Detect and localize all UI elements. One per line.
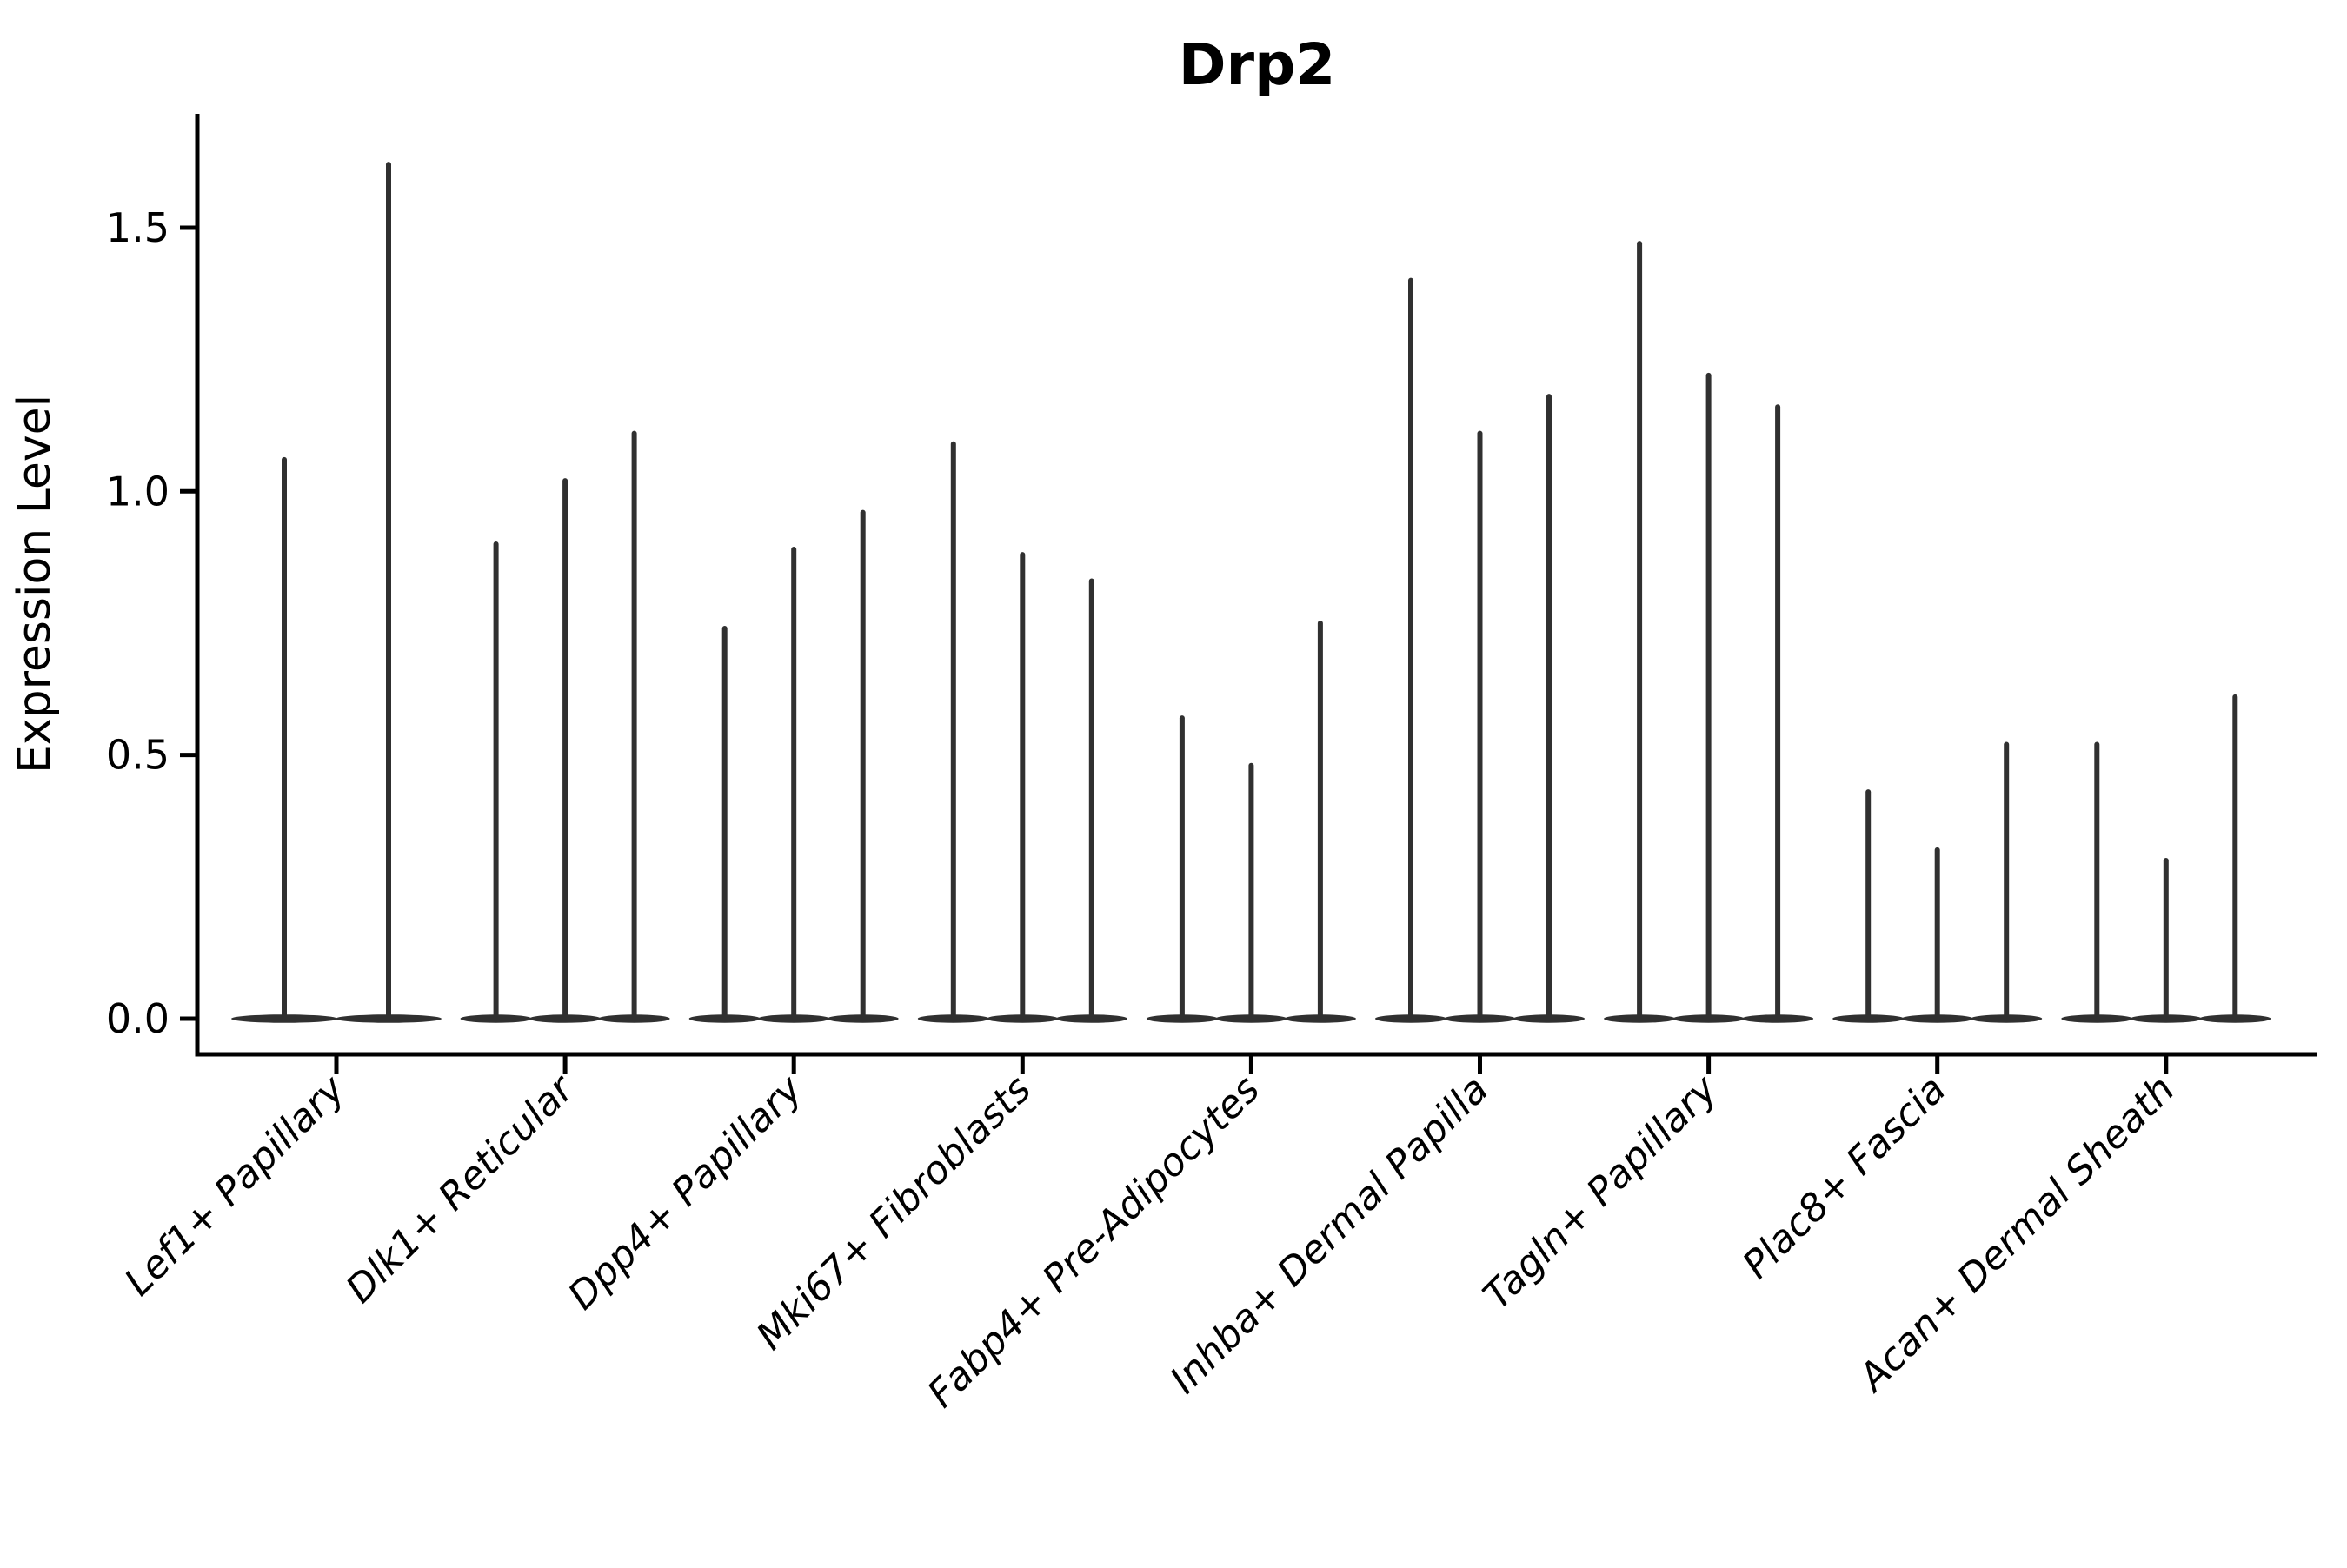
violin-group (231, 162, 442, 1023)
x-tick-label: Plac8+ Fascia (1734, 1067, 1954, 1287)
violin-group (1832, 741, 2043, 1023)
axes (180, 114, 2317, 1074)
y-tick-label: 0.0 (106, 995, 170, 1042)
violin-group (2061, 694, 2271, 1023)
violin-group (1604, 241, 1814, 1023)
x-tick-label: Tagln+ Papillary (1475, 1066, 1726, 1318)
y-tick-label: 0.5 (106, 732, 170, 779)
y-axis-label: Expression Level (9, 395, 61, 774)
violin-group (1375, 277, 1585, 1023)
y-tick-label: 1.0 (106, 468, 170, 515)
y-tick-label: 1.5 (106, 204, 170, 251)
violin-group (917, 441, 1127, 1023)
chart-title: Drp2 (1179, 31, 1336, 98)
x-tick-label: Lef1+ Papillary (116, 1066, 355, 1305)
x-tick-label: Dpp4+ Papillary (560, 1066, 812, 1319)
violins (231, 162, 2271, 1023)
violin-group (688, 509, 899, 1023)
violin-group (1146, 620, 1356, 1023)
x-tick-label: Dlk1+ Reticular (338, 1066, 584, 1312)
violin-group (460, 430, 670, 1023)
